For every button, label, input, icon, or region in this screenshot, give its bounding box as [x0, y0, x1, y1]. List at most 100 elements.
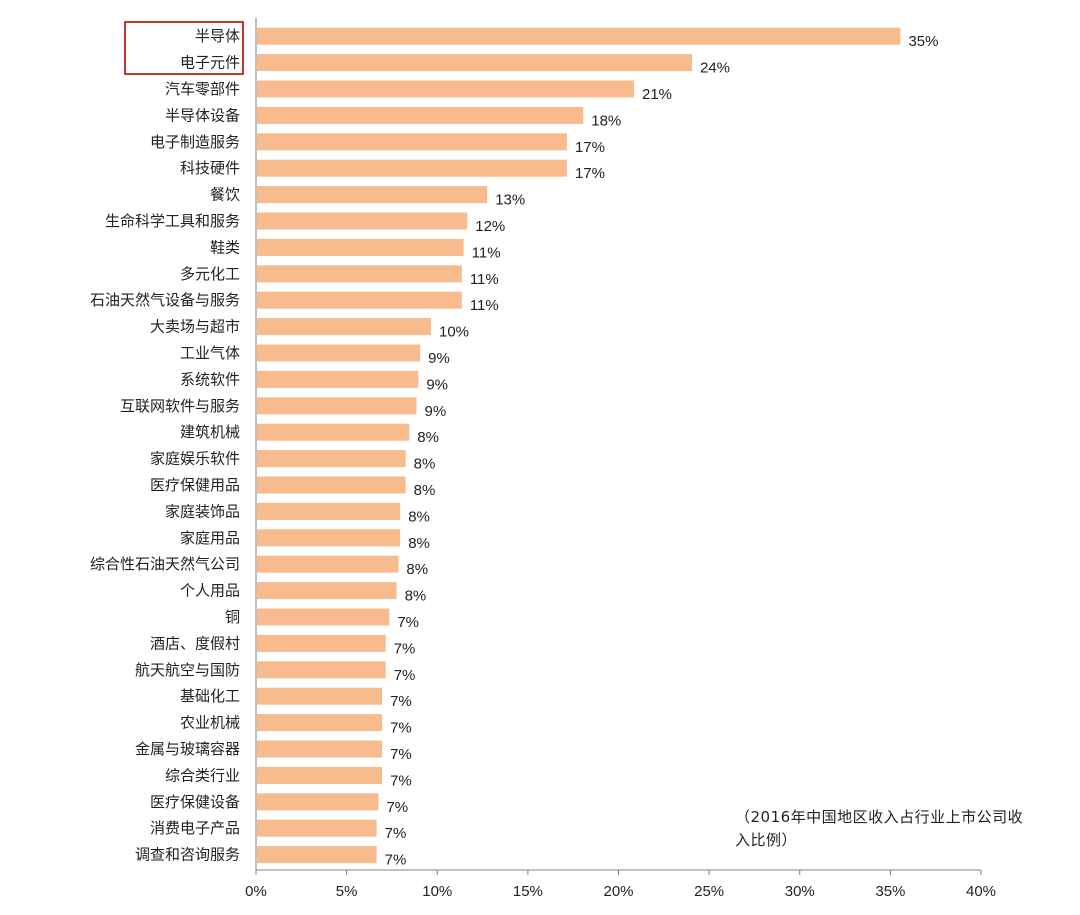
bar — [257, 133, 567, 151]
bar — [257, 582, 397, 600]
data-label: 9% — [426, 376, 448, 393]
bar — [257, 634, 386, 652]
bar — [257, 106, 584, 124]
data-label: 21% — [642, 86, 672, 103]
data-label: 9% — [428, 350, 450, 367]
data-label: 7% — [390, 693, 412, 710]
data-label: 18% — [591, 112, 621, 129]
bar — [257, 186, 488, 204]
category-label: 酒店、度假村 — [150, 634, 240, 652]
x-tick-label: 10% — [422, 883, 452, 900]
bar — [257, 529, 401, 547]
data-label: 7% — [390, 720, 412, 737]
category-label: 电子元件 — [180, 54, 240, 72]
bar — [257, 714, 383, 732]
data-label: 7% — [390, 746, 412, 763]
data-label: 13% — [495, 192, 525, 209]
x-tick-label: 35% — [875, 883, 905, 900]
bar — [257, 450, 406, 468]
bar — [257, 793, 379, 811]
bar — [257, 397, 417, 415]
data-label: 11% — [470, 297, 499, 314]
category-label: 生命科学工具和服务 — [105, 212, 240, 230]
category-label: 家庭装饰品 — [165, 502, 240, 520]
data-label: 12% — [475, 218, 505, 235]
data-label: 7% — [390, 772, 412, 789]
bar — [257, 238, 464, 256]
category-label: 汽车零部件 — [165, 80, 240, 98]
category-label: 互联网软件与服务 — [120, 397, 240, 415]
bar — [257, 740, 383, 758]
data-label: 24% — [700, 60, 730, 77]
category-label: 铜 — [225, 608, 240, 626]
data-label: 8% — [408, 535, 430, 552]
data-label: 8% — [408, 508, 430, 525]
data-label: 17% — [575, 165, 605, 182]
category-label: 半导体 — [195, 27, 240, 45]
category-label: 医疗保健设备 — [150, 793, 240, 811]
data-label: 7% — [386, 799, 408, 816]
bar — [257, 212, 468, 230]
data-label: 7% — [385, 852, 407, 869]
data-label: 35% — [908, 33, 938, 50]
bar — [257, 476, 406, 494]
data-label: 9% — [425, 403, 447, 420]
category-label: 鞋类 — [210, 238, 240, 256]
x-tick-label: 20% — [603, 883, 633, 900]
x-tick-label: 30% — [785, 883, 815, 900]
bar — [257, 265, 462, 283]
x-tick-label: 0% — [245, 883, 267, 900]
data-label: 8% — [414, 456, 436, 473]
bar — [257, 344, 421, 362]
category-label: 建筑机械 — [180, 423, 240, 441]
bar — [257, 766, 383, 784]
bar — [257, 502, 401, 520]
category-label: 航天航空与国防 — [135, 661, 240, 679]
category-label: 系统软件 — [180, 370, 240, 388]
data-label: 7% — [397, 614, 419, 631]
data-label: 8% — [417, 429, 439, 446]
data-label: 7% — [385, 825, 407, 842]
category-label: 个人用品 — [180, 582, 240, 600]
data-label: 7% — [394, 667, 416, 684]
bar — [257, 555, 399, 573]
category-label: 医疗保健用品 — [150, 476, 240, 494]
category-label: 综合性石油天然气公司 — [90, 555, 240, 573]
axes: 0% 5% 10% 15% 20% 25% 30% 35% 40% — [245, 18, 996, 900]
category-label: 金属与玻璃容器 — [135, 740, 240, 758]
data-label: 7% — [394, 640, 416, 657]
category-label: 家庭用品 — [180, 529, 240, 547]
data-label: 8% — [414, 482, 436, 499]
category-label: 半导体设备 — [165, 106, 240, 124]
bar — [257, 661, 386, 679]
bar — [257, 423, 410, 441]
category-label: 工业气体 — [180, 344, 240, 362]
category-label: 综合类行业 — [165, 766, 240, 784]
category-label: 电子制造服务 — [150, 133, 240, 151]
bar — [257, 80, 634, 98]
x-tick-label: 25% — [694, 883, 724, 900]
category-label: 基础化工 — [180, 687, 240, 705]
category-label: 家庭娱乐软件 — [150, 450, 240, 468]
category-labels: 半导体电子元件汽车零部件半导体设备电子制造服务科技硬件餐饮生命科学工具和服务鞋类… — [90, 27, 240, 863]
bar — [257, 54, 692, 72]
data-label: 17% — [575, 139, 605, 156]
data-label: 8% — [406, 561, 428, 578]
bar — [257, 819, 377, 837]
highlight-box — [124, 21, 244, 75]
category-label: 石油天然气设备与服务 — [90, 291, 240, 309]
x-tick-label: 40% — [966, 883, 996, 900]
category-label: 调查和咨询服务 — [135, 846, 240, 864]
x-tick-label: 5% — [336, 883, 358, 900]
category-label: 农业机械 — [180, 714, 240, 732]
data-labels: 35%24%21%18%17%17%13%12%11%11%11%10%9%9%… — [385, 33, 939, 868]
category-label: 大卖场与超市 — [150, 318, 240, 336]
category-label: 餐饮 — [210, 186, 240, 204]
data-label: 10% — [439, 324, 469, 341]
x-tick-label: 15% — [513, 883, 543, 900]
bars-layer — [257, 27, 901, 864]
bar — [257, 846, 377, 864]
category-label: 科技硬件 — [180, 159, 240, 177]
data-label: 11% — [472, 244, 501, 261]
category-label: 多元化工 — [180, 265, 240, 283]
